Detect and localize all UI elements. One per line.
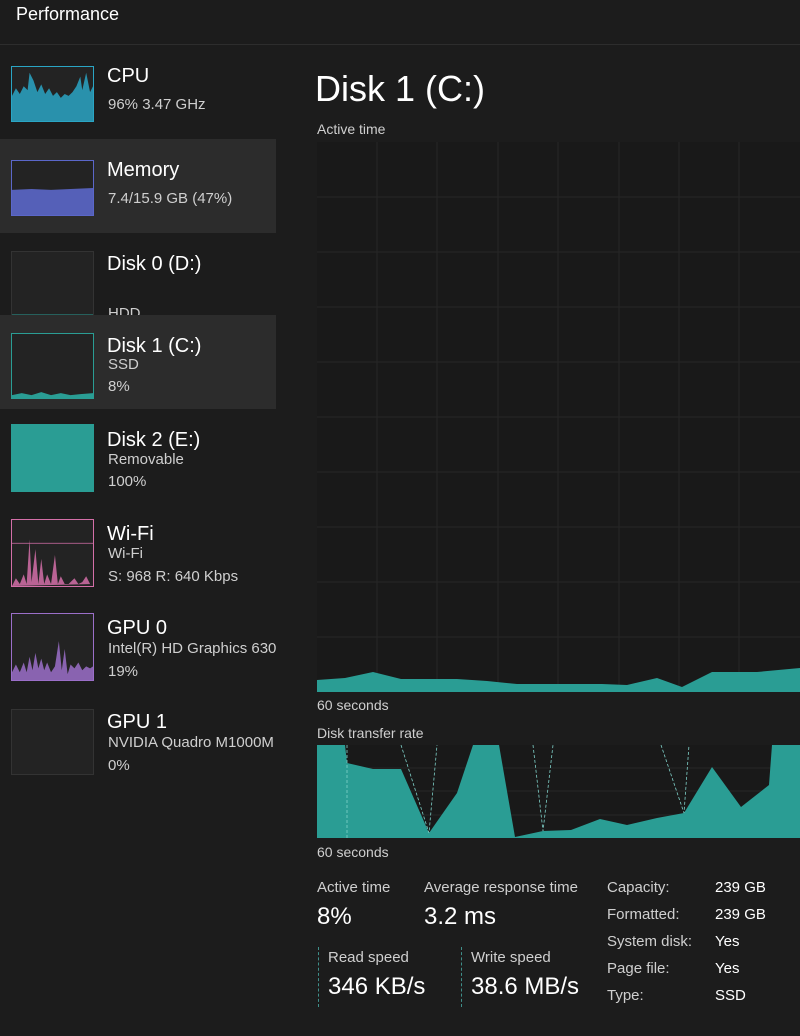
type-label: Type: — [607, 987, 644, 1004]
sidebar-item-detail: Intel(R) HD Graphics 630 — [108, 640, 277, 657]
sidebar-item-title: Memory — [107, 159, 180, 181]
disk-0-graph-thumbnail — [11, 251, 94, 317]
sidebar-item-detail: NVIDIA Quadro M1000M — [108, 734, 274, 751]
sidebar-item-title: Disk 0 (D:) — [107, 253, 202, 275]
system-disk-label: System disk: — [607, 933, 693, 950]
sidebar: CPU 96% 3.47 GHz Memory 7.4/15.9 GB (47%… — [0, 45, 276, 1036]
sidebar-item-gpu-0[interactable]: GPU 0 Intel(R) HD Graphics 630 19% — [0, 597, 276, 691]
formatted-value: 239 GB — [715, 906, 766, 923]
sidebar-item-detail: Wi-Fi — [108, 545, 143, 562]
active-time-stat-value: 8% — [317, 903, 352, 930]
sidebar-item-cpu[interactable]: CPU 96% 3.47 GHz — [0, 45, 276, 139]
avg-response-stat-value: 3.2 ms — [424, 903, 497, 930]
active-time-span-label: 60 seconds — [317, 697, 389, 713]
cpu-graph-thumbnail — [11, 66, 94, 122]
sidebar-item-detail: 7.4/15.9 GB (47%) — [108, 190, 233, 207]
read-speed-stat-value: 346 KB/s — [328, 973, 426, 1000]
wifi-graph-thumbnail — [11, 519, 94, 587]
page-file-label: Page file: — [607, 960, 670, 977]
sidebar-item-wifi[interactable]: Wi-Fi Wi-Fi S: 968 R: 640 Kbps — [0, 503, 276, 597]
sidebar-item-title: Disk 2 (E:) — [107, 429, 201, 451]
active-time-chart-label: Active time — [317, 121, 386, 137]
page-title: Performance — [16, 4, 120, 24]
transfer-rate-chart — [317, 745, 800, 838]
sidebar-item-disk-2[interactable]: Disk 2 (E:) Removable 100% — [0, 409, 276, 503]
sidebar-item-detail: SSD — [108, 356, 139, 373]
page-file-value: Yes — [715, 960, 740, 977]
disk-details-panel: Disk 1 (C:) Active time 60 seconds Disk … — [300, 45, 800, 1036]
sidebar-item-detail-2: 0% — [108, 757, 130, 774]
sidebar-item-detail-2: 8% — [108, 378, 130, 395]
disk-2-graph-thumbnail — [11, 424, 94, 492]
transfer-rate-chart-label: Disk transfer rate — [317, 725, 424, 741]
title-bar: Performance — [0, 0, 800, 45]
sidebar-item-title: Disk 1 (C:) — [107, 335, 202, 357]
memory-graph-thumbnail — [11, 160, 94, 216]
sidebar-item-detail-2: S: 968 R: 640 Kbps — [108, 568, 239, 585]
sidebar-item-detail: Removable — [108, 451, 184, 468]
sidebar-item-title: GPU 0 — [107, 617, 168, 639]
avg-response-stat-label: Average response time — [424, 879, 578, 896]
active-time-stat-label: Active time — [317, 879, 391, 896]
sidebar-item-detail-2: 19% — [108, 663, 139, 680]
gpu-1-graph-thumbnail — [11, 709, 94, 775]
formatted-label: Formatted: — [607, 906, 680, 923]
read-speed-stat-label: Read speed — [328, 949, 409, 966]
sidebar-item-detail: 96% 3.47 GHz — [108, 96, 206, 113]
capacity-value: 239 GB — [715, 879, 766, 896]
write-speed-indicator — [461, 947, 463, 1007]
write-speed-stat-label: Write speed — [471, 949, 551, 966]
transfer-rate-span-label: 60 seconds — [317, 844, 389, 860]
capacity-label: Capacity: — [607, 879, 670, 896]
type-value: SSD — [715, 987, 746, 1004]
sidebar-item-gpu-1[interactable]: GPU 1 NVIDIA Quadro M1000M 0% — [0, 691, 276, 785]
sidebar-item-disk-1[interactable]: Disk 1 (C:) SSD 8% — [0, 315, 276, 409]
sidebar-item-disk-0[interactable]: Disk 0 (D:) HDD 1% — [0, 233, 276, 345]
sidebar-item-title: Wi-Fi — [107, 523, 154, 545]
disk-1-graph-thumbnail — [11, 333, 94, 399]
sidebar-item-detail-2: 100% — [108, 473, 147, 490]
read-speed-indicator — [318, 947, 320, 1007]
gpu-0-graph-thumbnail — [11, 613, 94, 681]
write-speed-stat-value: 38.6 MB/s — [471, 973, 580, 1000]
sidebar-item-title: CPU — [107, 65, 150, 87]
sidebar-item-title: GPU 1 — [107, 711, 168, 733]
page-heading: Disk 1 (C:) — [315, 68, 485, 109]
active-time-chart — [317, 142, 800, 692]
system-disk-value: Yes — [715, 933, 740, 950]
sidebar-item-memory[interactable]: Memory 7.4/15.9 GB (47%) — [0, 139, 276, 233]
